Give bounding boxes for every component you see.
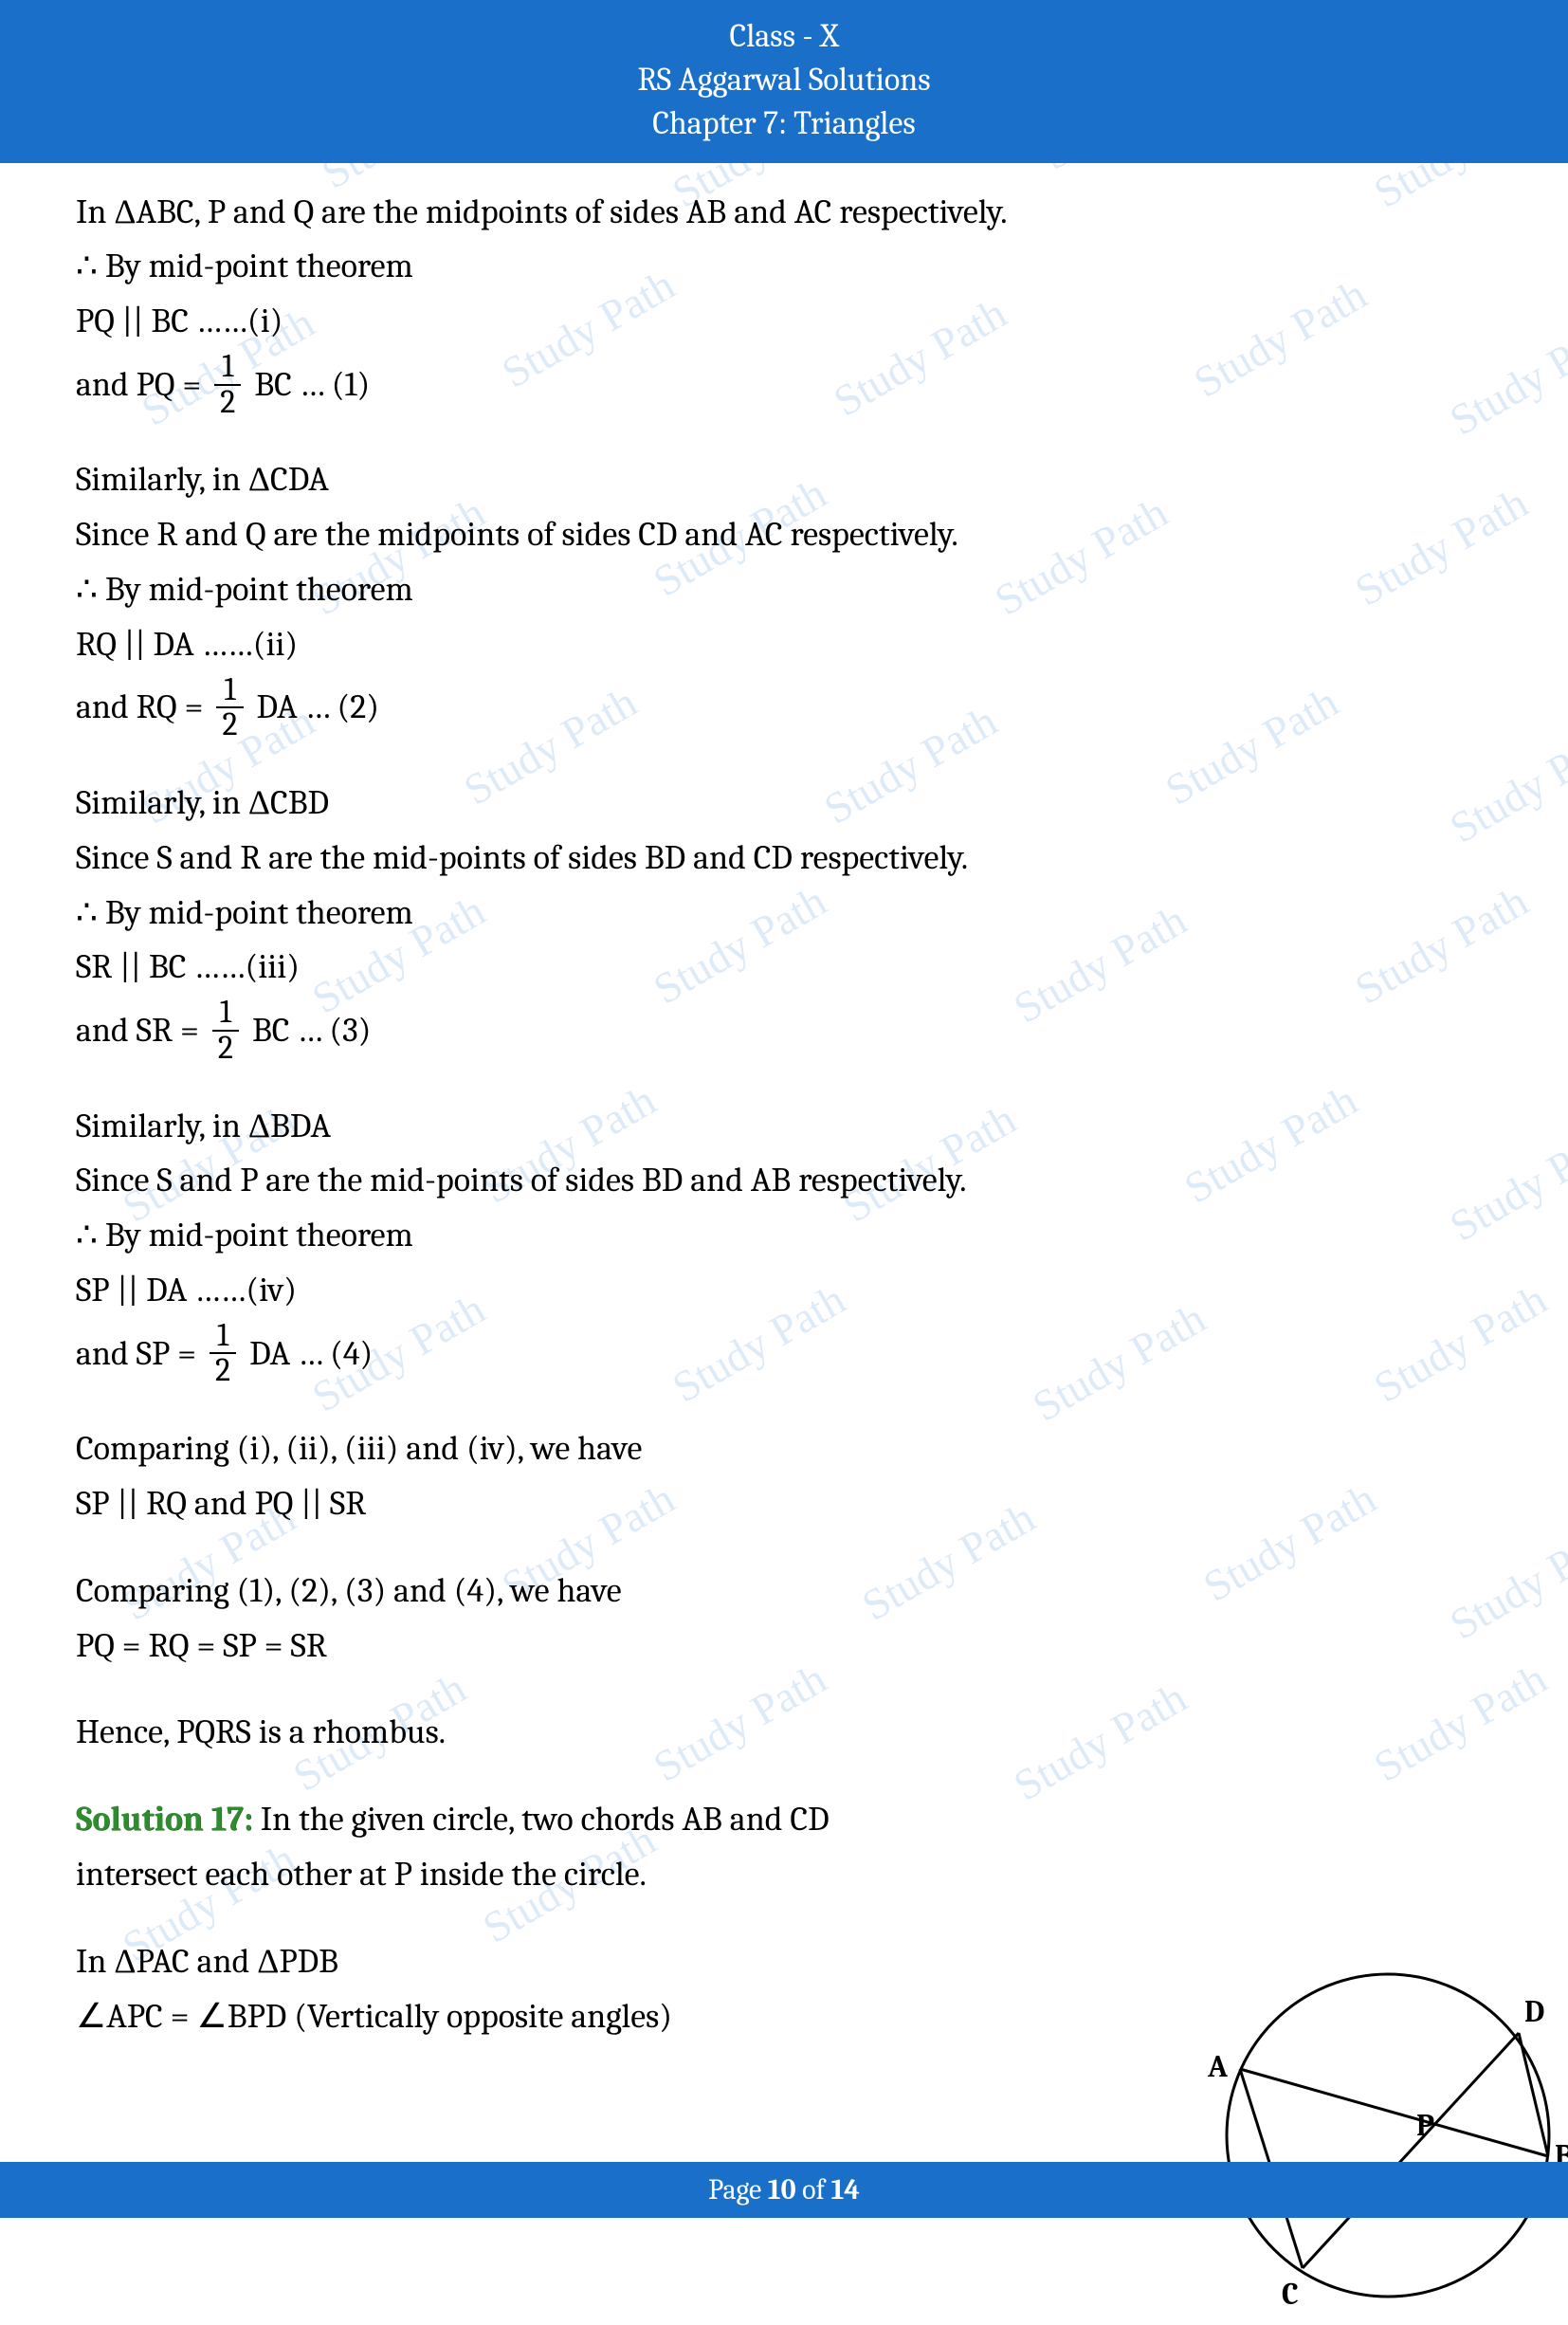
text-line: Similarly, in ΔCBD xyxy=(76,777,1492,830)
footer-mid: of xyxy=(796,2173,831,2206)
paragraph-1: In ΔABC, P and Q are the midpoints of si… xyxy=(76,186,1492,420)
text-line: SP || RQ and PQ || SR xyxy=(76,1477,1492,1530)
paragraph-7: Hence, PQRS is a rhombus. xyxy=(76,1706,1492,1759)
paragraph-3: Similarly, in ΔCBD Since S and R are the… xyxy=(76,777,1492,1066)
equation-line: and PQ = 1 2 BC … (1) xyxy=(76,350,1492,419)
text-line: ∴ By mid-point theorem xyxy=(76,563,1492,616)
fraction: 1 2 xyxy=(214,350,241,419)
text-line: Since R and Q are the midpoints of sides… xyxy=(76,508,1492,561)
denominator: 2 xyxy=(216,708,243,742)
fraction: 1 2 xyxy=(216,673,243,742)
circle-chords-diagram: ABCDP xyxy=(1179,1946,1568,2325)
text-line: PQ || BC ……(i) xyxy=(76,295,1492,348)
eq-prefix: and SP = xyxy=(76,1327,196,1381)
eq-suffix: DA … (2) xyxy=(257,681,380,734)
numerator: 1 xyxy=(210,1319,236,1355)
eq-suffix: BC … (1) xyxy=(254,358,370,412)
denominator: 2 xyxy=(210,1354,236,1388)
header-book: RS Aggarwal Solutions xyxy=(0,59,1568,102)
text-line: intersect each other at P inside the cir… xyxy=(76,1848,1005,1901)
page-header: Class - X RS Aggarwal Solutions Chapter … xyxy=(0,0,1568,163)
numerator: 1 xyxy=(216,673,243,709)
eq-prefix: and PQ = xyxy=(76,358,201,412)
text-span: In the given circle, two chords AB and C… xyxy=(253,1800,830,1839)
fraction: 1 2 xyxy=(212,996,239,1065)
equation-line: and SR = 1 2 BC … (3) xyxy=(76,996,1492,1065)
text-line: RQ || DA ……(ii) xyxy=(76,618,1492,671)
text-line: Similarly, in ΔBDA xyxy=(76,1100,1492,1153)
solution-17-intro: Solution 17: In the given circle, two ch… xyxy=(76,1793,1005,1901)
paragraph-4: Similarly, in ΔBDA Since S and P are the… xyxy=(76,1100,1492,1389)
text-line: SP || DA ……(iv) xyxy=(76,1264,1492,1317)
header-chapter: Chapter 7: Triangles xyxy=(0,102,1568,146)
footer-prefix: Page xyxy=(708,2173,768,2206)
text-line: SR || BC ……(iii) xyxy=(76,941,1492,994)
text-line: ∴ By mid-point theorem xyxy=(76,1209,1492,1262)
eq-suffix: BC … (3) xyxy=(252,1004,371,1057)
eq-prefix: and RQ = xyxy=(76,681,203,734)
page-content: In ΔABC, P and Q are the midpoints of si… xyxy=(0,163,1568,2043)
text-line: ∴ By mid-point theorem xyxy=(76,887,1492,940)
equation-line: and SP = 1 2 DA … (4) xyxy=(76,1319,1492,1388)
denominator: 2 xyxy=(214,386,241,420)
equation-line: and RQ = 1 2 DA … (2) xyxy=(76,673,1492,742)
text-line: Solution 17: In the given circle, two ch… xyxy=(76,1793,1005,1846)
svg-text:P: P xyxy=(1416,2108,1434,2143)
text-line: In ΔABC, P and Q are the midpoints of si… xyxy=(76,186,1492,239)
text-line: Comparing (i), (ii), (iii) and (iv), we … xyxy=(76,1422,1492,1475)
text-line: Comparing (1), (2), (3) and (4), we have xyxy=(76,1565,1492,1618)
text-line: ∴ By mid-point theorem xyxy=(76,240,1492,293)
header-class: Class - X xyxy=(0,15,1568,59)
svg-text:A: A xyxy=(1207,2049,1228,2084)
footer-total-pages: 14 xyxy=(831,2173,860,2206)
paragraph-2: Similarly, in ΔCDA Since R and Q are the… xyxy=(76,453,1492,742)
numerator: 1 xyxy=(212,996,239,1032)
solution-label: Solution 17: xyxy=(76,1800,253,1839)
paragraph-5: Comparing (i), (ii), (iii) and (iv), we … xyxy=(76,1422,1492,1530)
text-line: Hence, PQRS is a rhombus. xyxy=(76,1706,1492,1759)
eq-prefix: and SR = xyxy=(76,1004,199,1057)
text-line: PQ = RQ = SP = SR xyxy=(76,1620,1492,1673)
text-line: Similarly, in ΔCDA xyxy=(76,453,1492,506)
eq-suffix: DA … (4) xyxy=(249,1327,373,1381)
text-line: Since S and R are the mid-points of side… xyxy=(76,832,1492,885)
paragraph-6: Comparing (1), (2), (3) and (4), we have… xyxy=(76,1565,1492,1673)
footer-current-page: 10 xyxy=(768,2173,796,2206)
svg-text:D: D xyxy=(1524,1994,1544,2029)
fraction: 1 2 xyxy=(210,1319,236,1388)
denominator: 2 xyxy=(212,1032,239,1066)
text-line: Since S and P are the mid-points of side… xyxy=(76,1154,1492,1207)
page-footer: Page 10 of 14 xyxy=(0,2162,1568,2218)
svg-text:C: C xyxy=(1282,2277,1299,2312)
numerator: 1 xyxy=(214,350,241,386)
